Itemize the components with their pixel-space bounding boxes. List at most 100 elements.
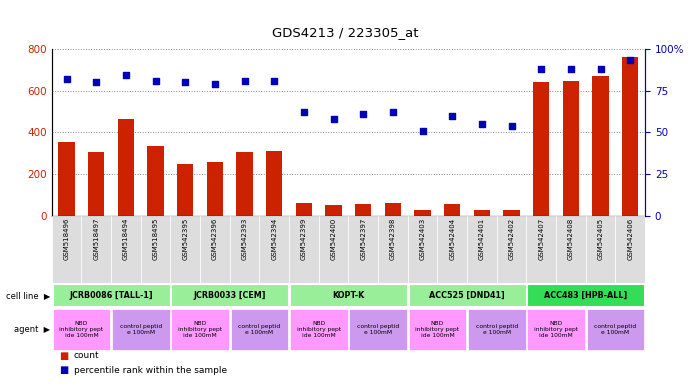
Bar	[444, 204, 460, 216]
Text: GSM542398: GSM542398	[390, 218, 396, 260]
Text: KOPT-K: KOPT-K	[333, 291, 364, 300]
Point	[566, 66, 577, 72]
Text: cell line  ▶: cell line ▶	[6, 291, 50, 300]
Text: NBD
inhibitory pept
ide 100mM: NBD inhibitory pept ide 100mM	[415, 321, 460, 338]
Text: GSM542400: GSM542400	[331, 218, 337, 260]
Text: GSM542404: GSM542404	[449, 218, 455, 260]
Bar	[112, 308, 170, 350]
Bar	[230, 308, 288, 350]
Point	[299, 109, 310, 115]
Point	[328, 116, 339, 122]
Bar	[118, 119, 134, 216]
Bar	[259, 216, 289, 283]
Bar	[437, 216, 467, 283]
Bar	[348, 216, 378, 283]
Bar	[230, 216, 259, 283]
Text: GSM542406: GSM542406	[627, 218, 633, 260]
Point	[417, 127, 428, 134]
Text: JCRB0033 [CEM]: JCRB0033 [CEM]	[193, 291, 266, 300]
Text: GSM542393: GSM542393	[241, 218, 248, 260]
Bar	[497, 216, 526, 283]
Bar	[408, 308, 466, 350]
Text: agent  ▶: agent ▶	[14, 325, 50, 334]
Bar	[52, 216, 81, 283]
Text: control peptid
e 100mM: control peptid e 100mM	[357, 324, 400, 335]
Text: control peptid
e 100mM: control peptid e 100mM	[594, 324, 637, 335]
Bar	[474, 210, 490, 216]
Text: control peptid
e 100mM: control peptid e 100mM	[119, 324, 162, 335]
Bar	[59, 142, 75, 216]
Text: GSM542403: GSM542403	[420, 218, 426, 260]
Bar	[556, 216, 586, 283]
Bar	[504, 210, 520, 216]
Point	[239, 78, 250, 84]
Bar	[415, 210, 431, 216]
Bar	[290, 285, 407, 306]
Bar	[385, 203, 401, 216]
Bar	[526, 216, 556, 283]
Bar	[527, 285, 644, 306]
Text: GSM518494: GSM518494	[123, 218, 129, 260]
Point	[150, 78, 161, 84]
Bar	[408, 216, 437, 283]
Point	[121, 73, 132, 79]
Bar	[468, 308, 526, 350]
Text: GSM542402: GSM542402	[509, 218, 515, 260]
Bar	[586, 308, 644, 350]
Text: GSM518496: GSM518496	[63, 218, 70, 260]
Bar	[141, 216, 170, 283]
Bar	[171, 308, 229, 350]
Text: GSM542396: GSM542396	[212, 218, 218, 260]
Point	[506, 122, 518, 129]
Point	[388, 109, 399, 115]
Bar	[527, 308, 585, 350]
Text: percentile rank within the sample: percentile rank within the sample	[74, 366, 227, 375]
Bar	[88, 152, 104, 216]
Text: NBD
inhibitory pept
ide 100mM: NBD inhibitory pept ide 100mM	[297, 321, 341, 338]
Bar	[586, 216, 615, 283]
Text: ■: ■	[59, 351, 68, 361]
Point	[536, 66, 547, 72]
Bar	[170, 216, 200, 283]
Point	[210, 81, 221, 87]
Text: JCRB0086 [TALL-1]: JCRB0086 [TALL-1]	[69, 291, 153, 300]
Point	[91, 79, 102, 85]
Text: NBD
inhibitory pept
ide 100mM: NBD inhibitory pept ide 100mM	[178, 321, 222, 338]
Bar	[319, 216, 348, 283]
Point	[61, 76, 72, 82]
Text: ACC483 [HPB-ALL]: ACC483 [HPB-ALL]	[544, 291, 627, 300]
Point	[269, 78, 280, 84]
Bar	[622, 57, 638, 216]
Bar	[349, 308, 407, 350]
Point	[358, 111, 369, 117]
Bar	[378, 216, 408, 283]
Bar	[326, 205, 342, 216]
Text: GSM542408: GSM542408	[568, 218, 574, 260]
Point	[595, 66, 607, 72]
Bar	[467, 216, 497, 283]
Text: NBD
inhibitory pept
ide 100mM: NBD inhibitory pept ide 100mM	[59, 321, 104, 338]
Text: GSM542407: GSM542407	[538, 218, 544, 260]
Bar	[408, 285, 526, 306]
Point	[625, 57, 636, 63]
Bar	[563, 81, 579, 216]
Text: GSM542394: GSM542394	[271, 218, 277, 260]
Bar	[52, 308, 110, 350]
Bar	[355, 204, 371, 216]
Point	[476, 121, 487, 127]
Bar	[148, 146, 164, 216]
Text: GDS4213 / 223305_at: GDS4213 / 223305_at	[272, 26, 418, 39]
Text: GSM518495: GSM518495	[152, 218, 159, 260]
Point	[447, 113, 458, 119]
Bar	[200, 216, 230, 283]
Text: GSM542401: GSM542401	[479, 218, 485, 260]
Text: ACC525 [DND41]: ACC525 [DND41]	[429, 291, 505, 300]
Bar	[237, 152, 253, 216]
Bar	[533, 82, 549, 216]
Bar	[207, 162, 223, 216]
Text: GSM542395: GSM542395	[182, 218, 188, 260]
Bar	[266, 151, 282, 216]
Text: NBD
inhibitory pept
ide 100mM: NBD inhibitory pept ide 100mM	[534, 321, 578, 338]
Text: GSM542405: GSM542405	[598, 218, 604, 260]
Text: control peptid
e 100mM: control peptid e 100mM	[238, 324, 281, 335]
